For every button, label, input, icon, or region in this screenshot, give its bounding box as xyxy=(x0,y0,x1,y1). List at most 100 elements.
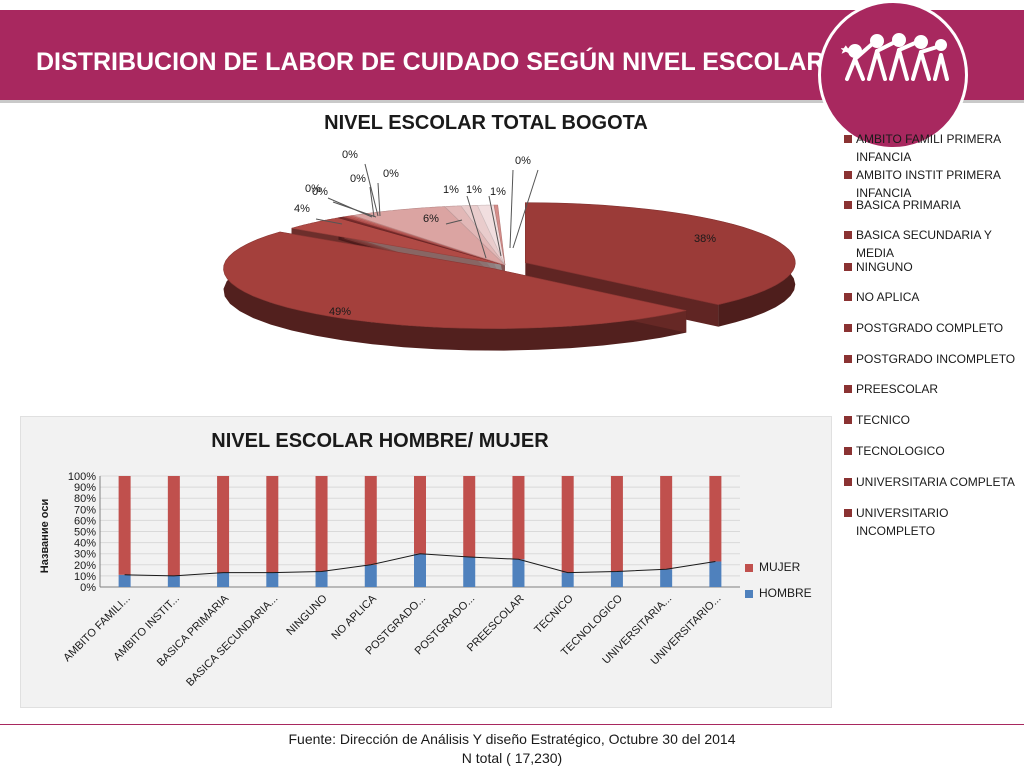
bar-mujer xyxy=(610,476,623,572)
pie-slice-universitario-incompleto xyxy=(476,204,506,266)
bar-legend-item: MUJER xyxy=(745,560,800,574)
bar-hombre xyxy=(463,557,476,587)
pie-chart-title: NIVEL ESCOLAR TOTAL BOGOTA xyxy=(324,112,648,134)
bar-hombre xyxy=(167,575,180,587)
pie-leader-line-4 xyxy=(315,218,343,225)
bar-hombre xyxy=(266,572,279,587)
bar-mujer xyxy=(709,476,722,562)
bar-legend-label: MUJER xyxy=(759,560,801,574)
bar-legend-item: HOMBRE xyxy=(745,586,812,600)
bar-mujer xyxy=(217,476,230,573)
bar-chart-y-axis-label: Название оси xyxy=(39,498,51,574)
x-tick-label: NO APLICA xyxy=(329,592,379,642)
bar-mujer xyxy=(266,476,279,573)
pie-leader-line-1 xyxy=(369,186,375,218)
pie-data-label: 1% xyxy=(443,184,459,196)
pie-data-label: 6% xyxy=(423,213,439,225)
y-tick-label: 0% xyxy=(80,582,96,594)
pie-data-label: 0% xyxy=(515,155,531,167)
bar-legend-swatch xyxy=(745,563,753,572)
pie-data-labels: 0%0%38%49%4%0%0%0%0%6%1% 1% 1% xyxy=(294,149,716,318)
page-title: DISTRIBUCION DE LABOR DE CUIDADO SEGÚN N… xyxy=(36,48,825,76)
pie-slice-basica-primaria xyxy=(525,202,796,306)
bar-chart-title: NIVEL ESCOLAR HOMBRE/ MUJER xyxy=(211,430,549,452)
pie-legend-swatch xyxy=(844,135,852,143)
y-tick-label: 60% xyxy=(74,515,96,527)
pie-legend-swatch xyxy=(844,231,852,239)
bar-legend-label: HOMBRE xyxy=(759,586,812,600)
pie-data-label: 0% xyxy=(350,173,366,185)
bar-mujer xyxy=(463,476,476,558)
pie-legend-swatch xyxy=(844,355,852,363)
pie-legend-swatch xyxy=(844,263,852,271)
bar-legend-swatch xyxy=(745,589,753,598)
bar-mujer xyxy=(561,476,574,573)
y-tick-label: 70% xyxy=(74,504,96,516)
hombre-trend-line xyxy=(124,553,716,577)
y-tick-label: 10% xyxy=(74,571,96,583)
pie-legend-swatch xyxy=(844,416,852,424)
pie-chart: 0%0%38%49%4%0%0%0%0%6%1% 1% 1% xyxy=(223,149,796,351)
pie-slice-preescolar xyxy=(493,204,506,266)
bar-mujer xyxy=(414,476,426,554)
pie-data-label: 0% xyxy=(305,183,321,195)
pie-legend-label: BASICA SECUNDARIA Y MEDIA xyxy=(856,228,992,260)
bar-mujer xyxy=(118,476,131,575)
bar-mujer xyxy=(660,476,673,570)
footer-source: Fuente: Dirección de Análisis Y diseño E… xyxy=(288,731,736,747)
y-tick-label: 90% xyxy=(74,482,96,494)
stacked-bar-chart: 0%10%20%30%40%50%60%70%80%90%100%AMBITO … xyxy=(61,471,740,689)
bar-hombre xyxy=(414,553,426,587)
pie-slice-tops xyxy=(223,202,796,329)
pie-data-label: 0% xyxy=(342,149,358,161)
pie-leader-line-9 xyxy=(445,219,463,225)
bar-mujer xyxy=(315,476,328,572)
bar-hombre xyxy=(364,564,377,587)
bar-hombre xyxy=(561,572,574,587)
bar-chart-y-axis-label-box: Название оси xyxy=(33,499,57,573)
bar-mujer xyxy=(167,476,180,576)
y-tick-label: 40% xyxy=(74,538,96,550)
y-tick-label: 20% xyxy=(74,560,96,572)
bar-hombre xyxy=(118,574,131,587)
pie-legend-swatch xyxy=(844,293,852,301)
pie-wall-3 xyxy=(223,231,687,351)
bar-hombre xyxy=(512,559,525,587)
footer-divider xyxy=(0,724,1024,725)
pie-legend-label: TECNICO xyxy=(856,413,910,427)
pie-legend-label: TECNOLOGICO xyxy=(856,444,945,458)
footer-total: N total ( 17,230) xyxy=(461,750,563,766)
pie-slice-ninguno xyxy=(291,217,506,266)
pie-leader-line-10 xyxy=(466,195,487,259)
pie-legend-swatch xyxy=(844,324,852,332)
pie-legend-swatch xyxy=(844,478,852,486)
bar-mujer xyxy=(364,476,377,565)
pie-slice-universitaria-completa xyxy=(460,205,506,266)
pie-legend-label: UNIVERSITARIO INCOMPLETO xyxy=(856,506,949,538)
pie-legend-swatch xyxy=(844,201,852,209)
bar-hombre xyxy=(709,561,722,587)
y-tick-label: 100% xyxy=(68,471,96,483)
pie-legend-label: POSTGRADO INCOMPLETO xyxy=(856,352,1016,366)
x-tick-label: NINGUNO xyxy=(284,592,330,638)
y-tick-label: 80% xyxy=(74,493,96,505)
pie-legend-swatch xyxy=(844,509,852,517)
dancing-figures-logo-icon xyxy=(841,33,949,81)
bar-series xyxy=(118,476,722,587)
y-tick-label: 50% xyxy=(74,527,96,539)
pie-slice-basica-secundaria-y-media xyxy=(223,231,687,329)
pie-leader-line-5 xyxy=(332,201,377,218)
pie-legend-label: BASICA PRIMARIA xyxy=(856,198,961,212)
pie-legend-swatch xyxy=(844,385,852,393)
bar-hombre xyxy=(315,571,328,587)
pie-leader-line-7 xyxy=(377,182,381,217)
header-divider xyxy=(0,100,1024,103)
pie-leader-line-8 xyxy=(512,169,539,249)
pie-leader-line-11 xyxy=(488,195,502,257)
pie-legend-swatch xyxy=(844,171,852,179)
pie-legend-label: UNIVERSITARIA COMPLETA xyxy=(856,475,1015,489)
pie-leader-line-6 xyxy=(364,163,379,217)
pie-legend-swatch xyxy=(844,447,852,455)
y-tick-label: 30% xyxy=(74,549,96,561)
pie-data-label: 38% xyxy=(694,233,716,245)
